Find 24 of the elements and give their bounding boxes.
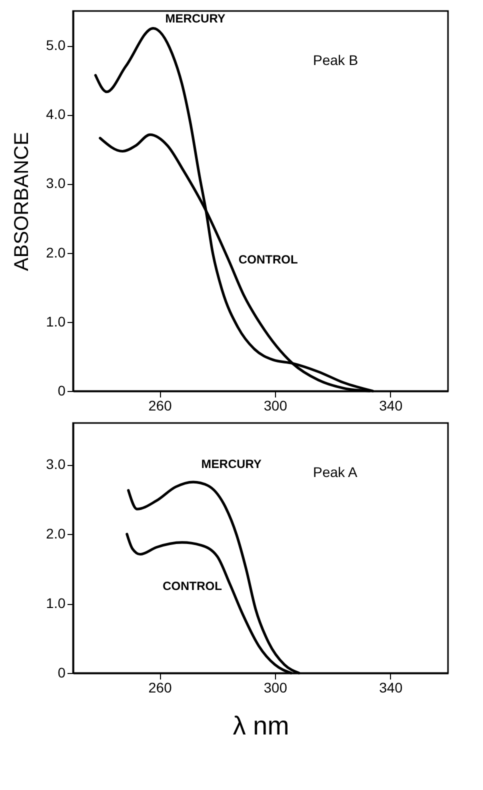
y-tick-label: 2.0	[46, 244, 66, 260]
y-tick-label: 4.0	[46, 106, 66, 122]
x-tick-label: 260	[148, 398, 172, 414]
x-tick-label: 300	[264, 398, 288, 414]
x-tick-label: 340	[379, 398, 403, 414]
y-tick-label: 0	[58, 382, 66, 398]
series-label: CONTROL	[238, 252, 298, 267]
x-tick-label: 340	[379, 680, 403, 696]
y-tick-label: 5.0	[46, 37, 66, 54]
annotation: Peak A	[313, 464, 358, 480]
series-label: MERCURY	[165, 11, 226, 26]
y-tick-label: 1.0	[46, 595, 66, 612]
x-tick-label: 260	[148, 680, 172, 696]
y-tick-label: 1.0	[46, 313, 66, 330]
y-tick-label: 2.0	[46, 526, 66, 542]
y-tick-label: 0	[58, 664, 66, 680]
series-label: MERCURY	[201, 457, 262, 472]
series-label: CONTROL	[162, 579, 222, 594]
y-tick-label: 3.0	[46, 175, 66, 192]
y-tick-label: 3.0	[46, 456, 66, 472]
x-tick-label: 300	[264, 680, 288, 696]
y-axis-title: ABSORBANCE	[11, 132, 34, 271]
x-axis-title: λ nm	[232, 710, 290, 740]
annotation: Peak B	[313, 52, 358, 68]
